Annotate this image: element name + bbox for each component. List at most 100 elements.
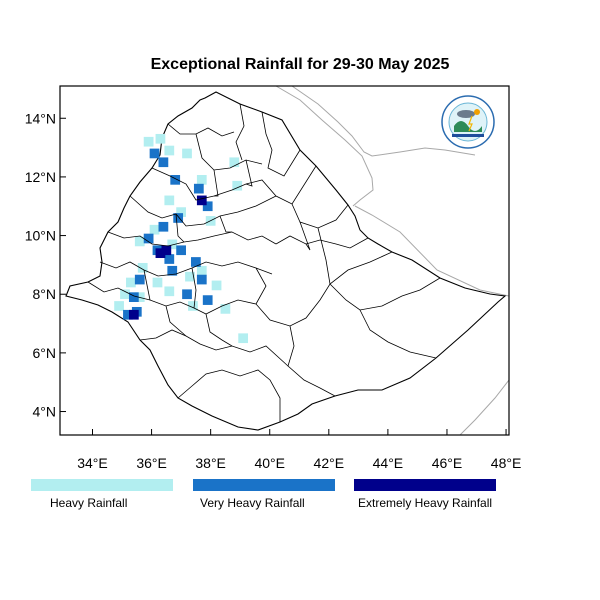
rain-cell-heavy	[164, 195, 175, 206]
rain-cell-heavy	[164, 286, 175, 297]
rain-cell-very-heavy	[170, 175, 181, 185]
zone-line	[151, 165, 317, 205]
rain-cell-heavy	[114, 301, 124, 311]
zone-line	[139, 329, 289, 367]
rain-cell-very-heavy	[143, 233, 154, 244]
legend-label-heavy: Heavy Rainfall	[50, 496, 128, 510]
rain-cell-heavy	[149, 224, 160, 235]
y-tick-label: 14°N	[25, 110, 56, 126]
rain-cell-heavy	[176, 207, 186, 217]
zone-line	[235, 103, 245, 161]
rain-cell-heavy	[238, 333, 249, 344]
x-tick-label: 38°E	[195, 455, 226, 471]
zone-line	[129, 195, 277, 227]
legend-label-very-heavy: Very Heavy Rainfall	[200, 496, 305, 510]
rainfall-cells	[114, 133, 249, 344]
rain-cell-heavy	[152, 277, 163, 288]
zone-line	[359, 309, 437, 359]
zone-line	[317, 227, 331, 285]
zone-line	[255, 251, 393, 327]
y-tick-label: 6°N	[33, 345, 57, 361]
rain-cell-very-heavy	[134, 274, 145, 285]
zone-boundaries	[87, 103, 441, 422]
zone-line	[87, 281, 257, 315]
eritrea-border	[291, 86, 476, 157]
zone-line	[175, 213, 185, 243]
rain-cell-heavy	[182, 148, 192, 159]
neighbor-boundaries	[275, 86, 509, 435]
zone-line	[329, 277, 441, 311]
rain-cell-heavy	[229, 157, 240, 168]
rain-cell-heavy	[220, 304, 231, 314]
zone-line	[99, 261, 273, 277]
zone-line	[165, 305, 187, 337]
plot-frame	[59, 85, 510, 436]
rain-cell-heavy	[120, 289, 130, 300]
rain-cell-very-heavy	[123, 309, 133, 320]
y-tick-label: 4°N	[33, 404, 57, 420]
rain-cell-very-heavy	[158, 221, 169, 232]
x-tick-label: 46°E	[432, 455, 463, 471]
y-axis: 4°N 6°N 8°N 10°N 12°N 14°N	[25, 110, 66, 420]
zone-line	[299, 221, 311, 251]
zone-line	[107, 231, 277, 247]
rain-cell-very-heavy	[176, 245, 186, 256]
rain-cell-very-heavy	[182, 289, 192, 300]
zone-line	[219, 215, 232, 233]
rain-cell-heavy	[211, 280, 222, 291]
zone-line	[213, 169, 219, 197]
legend-label-extreme: Extremely Heavy Rainfall	[358, 496, 493, 510]
rain-cell-extreme	[196, 195, 207, 206]
zone-line	[275, 235, 369, 249]
rain-cell-extreme	[128, 309, 139, 320]
zone-line	[245, 159, 253, 187]
rain-cell-very-heavy	[128, 292, 139, 302]
rain-cell-heavy	[196, 175, 207, 185]
x-tick-label: 48°E	[491, 455, 522, 471]
country-outline	[65, 91, 507, 431]
legend-swatch-extreme	[354, 479, 496, 491]
zone-line	[287, 325, 336, 397]
x-tick-label: 44°E	[373, 455, 404, 471]
ethiopia-outline	[65, 91, 507, 431]
rain-cell-very-heavy	[167, 265, 178, 276]
rain-cell-heavy	[185, 271, 195, 282]
rain-cell-very-heavy	[149, 148, 160, 159]
rain-cell-very-heavy	[202, 201, 213, 212]
rain-cell-heavy	[188, 301, 198, 311]
rain-cell-very-heavy	[164, 254, 175, 264]
rain-cell-very-heavy	[193, 183, 204, 194]
gulf-coast	[354, 205, 509, 297]
rain-cell-very-heavy	[158, 157, 169, 168]
y-tick-label: 10°N	[25, 228, 56, 244]
rain-cell-heavy	[164, 145, 175, 156]
rain-cell-extreme	[161, 245, 172, 256]
x-tick-label: 36°E	[136, 455, 167, 471]
zone-line	[143, 269, 151, 301]
zone-line	[195, 133, 263, 171]
rain-cell-heavy	[155, 133, 166, 144]
x-axis: 34°E 36°E 38°E 40°E 42°E 44°E 46°E 48°E	[77, 429, 521, 471]
rain-cell-very-heavy	[196, 274, 207, 285]
rain-cell-heavy	[167, 239, 178, 250]
rain-cell-heavy	[134, 236, 145, 247]
rain-cell-heavy	[126, 277, 136, 288]
y-tick-label: 12°N	[25, 169, 56, 185]
rain-cell-very-heavy	[202, 295, 213, 305]
zone-line	[205, 313, 233, 347]
rain-cell-very-heavy	[173, 213, 184, 223]
zone-line	[261, 111, 301, 177]
zone-line	[191, 267, 197, 309]
rain-cell-heavy	[196, 265, 207, 276]
somalia-border	[459, 379, 509, 435]
zone-line	[167, 123, 235, 137]
rain-cell-heavy	[143, 136, 154, 147]
map-title: Exceptional Rainfall for 29-30 May 2025	[150, 56, 450, 73]
x-tick-label: 40°E	[254, 455, 285, 471]
legend-swatch-very-heavy	[193, 479, 335, 491]
rain-cell-heavy	[137, 262, 148, 273]
zone-line	[177, 369, 281, 422]
rain-cell-very-heavy	[191, 257, 201, 267]
x-tick-label: 42°E	[314, 455, 345, 471]
